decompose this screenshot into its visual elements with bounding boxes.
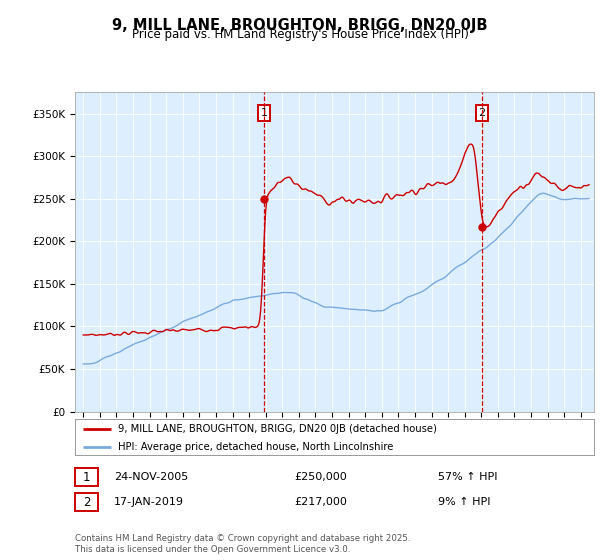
Text: 2: 2 bbox=[479, 108, 485, 118]
Text: 9% ↑ HPI: 9% ↑ HPI bbox=[438, 497, 491, 507]
Text: 17-JAN-2019: 17-JAN-2019 bbox=[114, 497, 184, 507]
Text: £217,000: £217,000 bbox=[294, 497, 347, 507]
Text: 1: 1 bbox=[83, 470, 90, 484]
Text: 9, MILL LANE, BROUGHTON, BRIGG, DN20 0JB: 9, MILL LANE, BROUGHTON, BRIGG, DN20 0JB bbox=[112, 18, 488, 33]
Text: 57% ↑ HPI: 57% ↑ HPI bbox=[438, 472, 497, 482]
Text: 9, MILL LANE, BROUGHTON, BRIGG, DN20 0JB (detached house): 9, MILL LANE, BROUGHTON, BRIGG, DN20 0JB… bbox=[118, 424, 436, 434]
Text: Price paid vs. HM Land Registry's House Price Index (HPI): Price paid vs. HM Land Registry's House … bbox=[131, 28, 469, 41]
Text: HPI: Average price, detached house, North Lincolnshire: HPI: Average price, detached house, Nort… bbox=[118, 442, 393, 452]
Text: 1: 1 bbox=[260, 108, 268, 118]
Text: 24-NOV-2005: 24-NOV-2005 bbox=[114, 472, 188, 482]
Text: Contains HM Land Registry data © Crown copyright and database right 2025.
This d: Contains HM Land Registry data © Crown c… bbox=[75, 534, 410, 554]
Text: £250,000: £250,000 bbox=[294, 472, 347, 482]
Text: 2: 2 bbox=[83, 496, 90, 509]
